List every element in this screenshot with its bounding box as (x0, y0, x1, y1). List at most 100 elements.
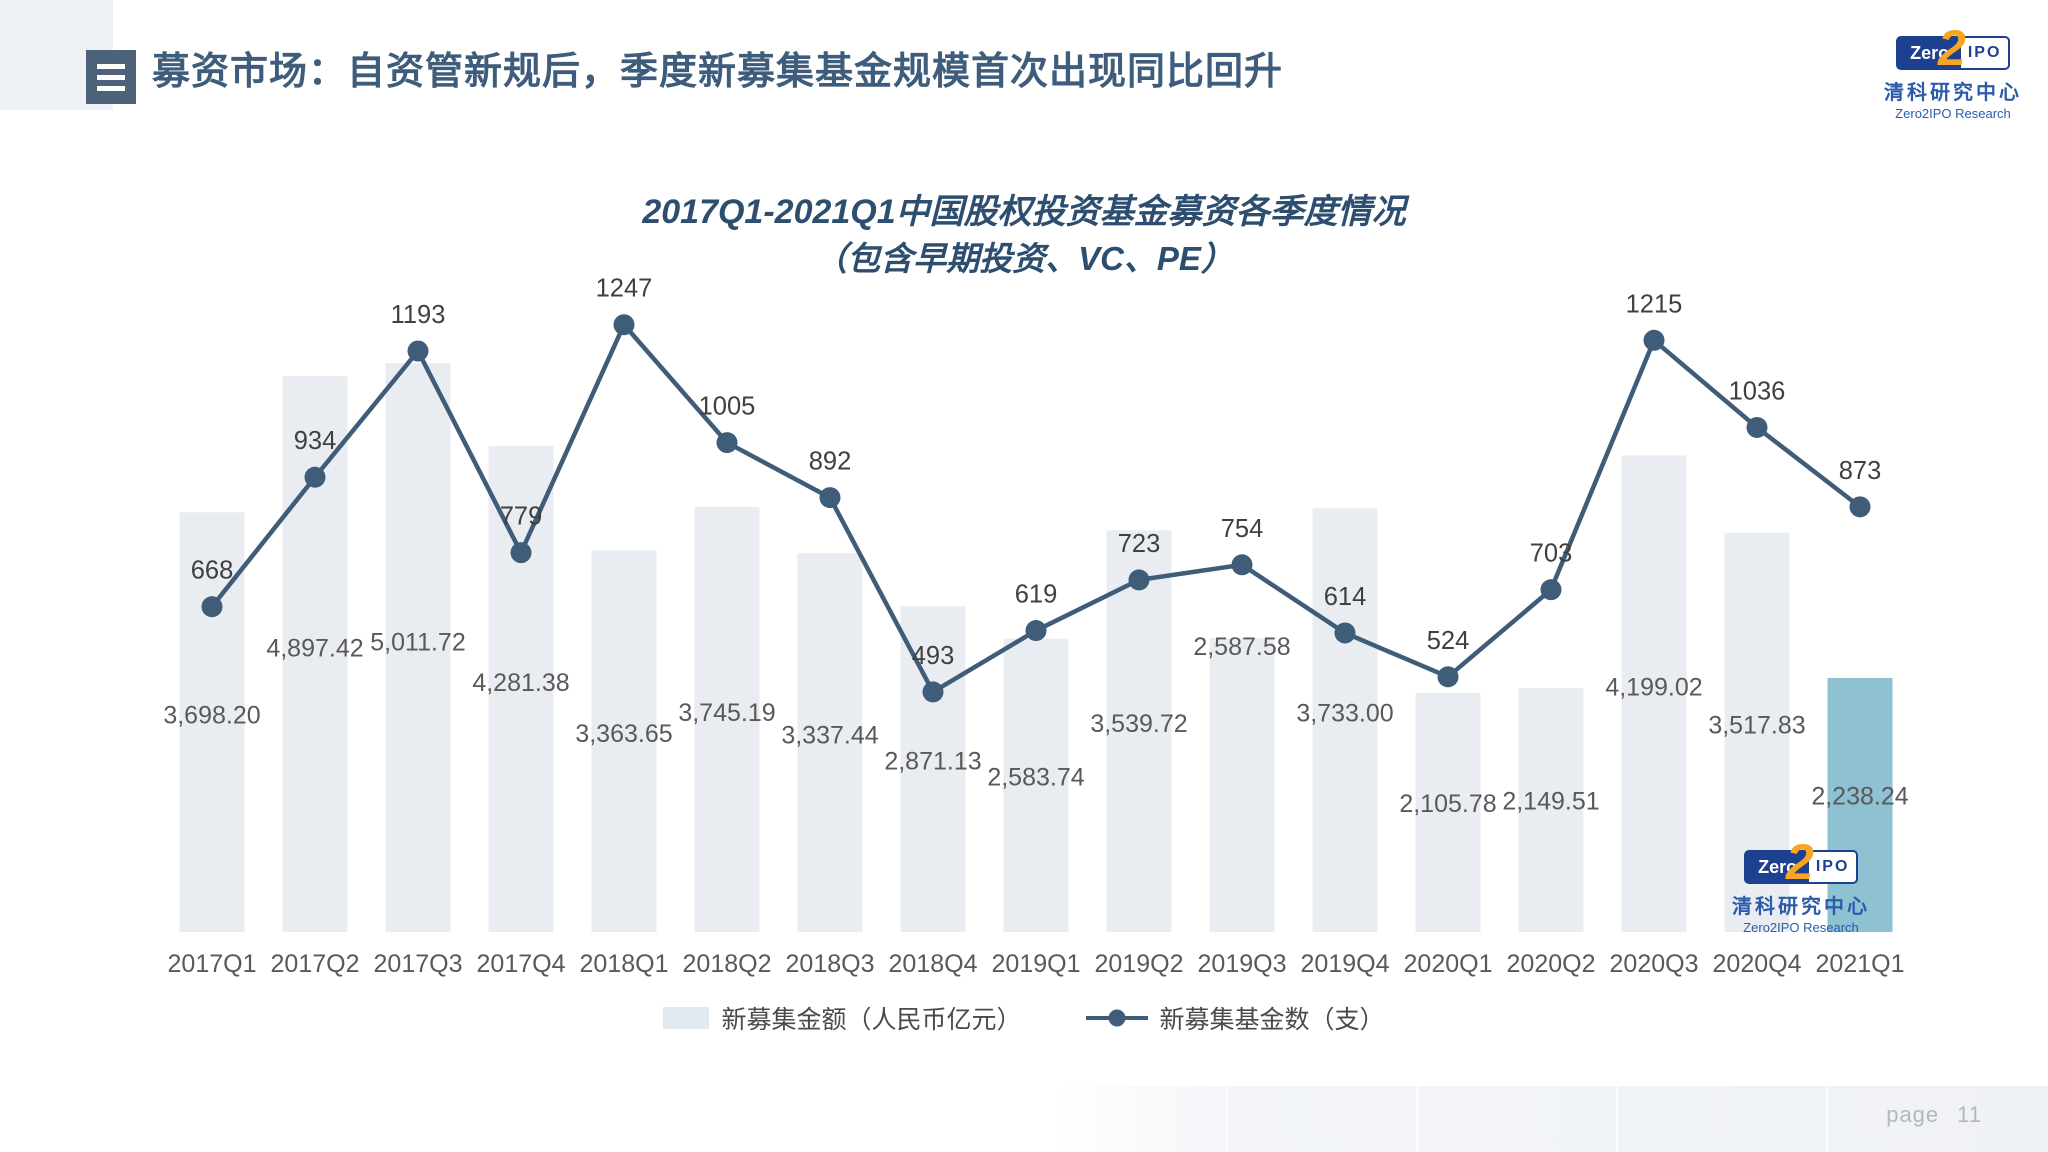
line-value-label: 1193 (391, 301, 446, 329)
page-title: 募资市场：自资管新规后，季度新募集基金规模首次出现同比回升 (152, 51, 1284, 93)
x-axis-label: 2019Q2 (1095, 950, 1184, 978)
line-value-label: 873 (1839, 457, 1882, 485)
zero2ipo-badge: Zero IPO 2 (1744, 837, 1858, 887)
line-value-label: 1005 (699, 393, 756, 421)
zero2ipo-badge: Zero IPO 2 (1896, 23, 2010, 73)
badge-ipo-text: IPO (1815, 858, 1850, 875)
bar-2018Q2 (694, 506, 760, 932)
x-axis-label: 2017Q1 (168, 950, 257, 978)
data-point-2018Q2 (716, 432, 738, 454)
line-value-label: 1215 (1626, 290, 1683, 318)
line-value-label: 614 (1324, 583, 1367, 611)
data-point-2021Q1 (1849, 496, 1871, 518)
data-point-2020Q4 (1746, 416, 1768, 438)
data-point-2019Q1 (1025, 620, 1047, 642)
x-axis-label: 2017Q3 (374, 950, 463, 978)
badge-two-numeral: 2 (1785, 834, 1814, 890)
data-point-2017Q2 (304, 466, 326, 488)
legend-bar-label: 新募集金额（人民币亿元） (721, 1006, 1022, 1034)
x-axis-label: 2021Q1 (1816, 950, 1905, 978)
bar-value-label: 3,337.44 (781, 721, 878, 749)
bar-2018Q4 (900, 606, 966, 932)
bar-value-label: 2,583.74 (987, 763, 1084, 791)
bar-2020Q3 (1621, 455, 1687, 932)
line-series-marker (1085, 1009, 1148, 1027)
badge-two-numeral: 2 (1937, 20, 1966, 76)
chart-title: 2017Q1-2021Q1中国股权投资基金募资各季度情况 (642, 193, 1406, 231)
line-value-label: 892 (809, 448, 852, 476)
zero2ipo-watermark-logo: Zero IPO 2 清科研究中心 Zero2IPO Research (1732, 837, 1867, 935)
bar-value-label: 2,587.58 (1193, 633, 1290, 661)
data-point-2019Q3 (1231, 554, 1253, 576)
bar-value-label: 2,149.51 (1502, 787, 1599, 815)
bar-value-label: 3,539.72 (1090, 710, 1187, 738)
bar-value-label: 2,238.24 (1811, 783, 1908, 811)
legend-line-label: 新募集基金数（支） (1159, 1006, 1385, 1034)
line-value-label: 1247 (596, 275, 653, 303)
line-value-label: 1036 (1729, 377, 1786, 405)
bar-value-label: 2,105.78 (1399, 790, 1496, 818)
x-axis-label: 2018Q2 (683, 950, 772, 978)
bar-2021Q1 (1827, 677, 1893, 932)
data-point-2018Q3 (819, 487, 841, 509)
bar-2018Q3 (797, 553, 863, 932)
page-number: page 11 (1886, 1102, 1982, 1127)
bar-series-swatch (663, 1007, 710, 1029)
x-axis-label: 2020Q2 (1507, 950, 1596, 978)
data-point-2020Q2 (1540, 579, 1562, 601)
zero2ipo-logo: Zero IPO 2 清科研究中心 Zero2IPO Research (1884, 23, 2019, 121)
line-value-label: 754 (1221, 515, 1264, 543)
x-axis-label: 2020Q1 (1404, 950, 1493, 978)
bar-2019Q1 (1003, 638, 1069, 932)
line-value-label: 524 (1427, 627, 1470, 655)
line-value-label: 779 (500, 503, 543, 531)
data-point-2017Q1 (201, 596, 223, 618)
bar-2017Q4 (488, 446, 554, 932)
line-value-label: 703 (1530, 540, 1573, 568)
data-point-2020Q1 (1437, 666, 1459, 688)
bar-value-label: 4,281.38 (472, 669, 569, 697)
bar-value-label: 3,745.19 (678, 699, 775, 727)
list-icon (86, 50, 136, 104)
x-axis-label: 2018Q3 (786, 950, 875, 978)
brand-name-en: Zero2IPO Research (1895, 106, 2011, 121)
bar-value-label: 3,733.00 (1296, 699, 1393, 727)
bar-value-label: 5,011.72 (370, 628, 465, 656)
bar-2019Q2 (1106, 530, 1172, 932)
footer-decor-band (1056, 1086, 2048, 1152)
data-point-2020Q3 (1643, 329, 1665, 351)
x-axis-label: 2020Q4 (1713, 950, 1802, 978)
data-point-2017Q4 (510, 542, 532, 564)
line-value-label: 668 (191, 557, 234, 585)
bar-value-label: 4,199.02 (1605, 674, 1702, 702)
bar-value-label: 2,871.13 (884, 747, 981, 775)
line-value-label: 934 (294, 427, 337, 455)
brand-name-cn: 清科研究中心 (1884, 82, 2022, 104)
bar-2019Q4 (1312, 508, 1378, 932)
chart-title-block: 2017Q1-2021Q1中国股权投资基金募资各季度情况 （包含早期投资、VC、… (0, 188, 2048, 283)
line-value-label: 619 (1015, 581, 1058, 609)
legend-item-line: 新募集基金数（支） (1085, 1000, 1385, 1036)
badge-zero-text: Zero (1898, 38, 1962, 68)
x-axis-label: 2020Q3 (1610, 950, 1699, 978)
badge-ipo-text: IPO (1967, 44, 2002, 61)
x-axis-label: 2017Q2 (271, 950, 360, 978)
legend-item-bar: 新募集金额（人民币亿元） (663, 1000, 1022, 1036)
bar-2017Q3 (385, 363, 451, 932)
chart-legend: 新募集金额（人民币亿元） 新募集基金数（支） (0, 1000, 2048, 1036)
bar-value-label: 3,517.83 (1708, 711, 1805, 739)
bar-2019Q3 (1209, 638, 1275, 932)
bar-2020Q1 (1415, 692, 1481, 932)
bar-2020Q2 (1518, 688, 1584, 932)
line-value-label: 723 (1118, 530, 1161, 558)
bar-value-label: 4,897.42 (266, 635, 363, 663)
brand-name-cn: 清科研究中心 (1732, 896, 1870, 918)
x-axis-label: 2019Q1 (992, 950, 1081, 978)
data-point-2019Q2 (1128, 569, 1150, 591)
x-axis-label: 2018Q4 (889, 950, 978, 978)
data-point-2018Q1 (613, 314, 635, 336)
data-point-2017Q3 (407, 340, 429, 362)
chart-subtitle: （包含早期投资、VC、PE） (814, 240, 1234, 278)
